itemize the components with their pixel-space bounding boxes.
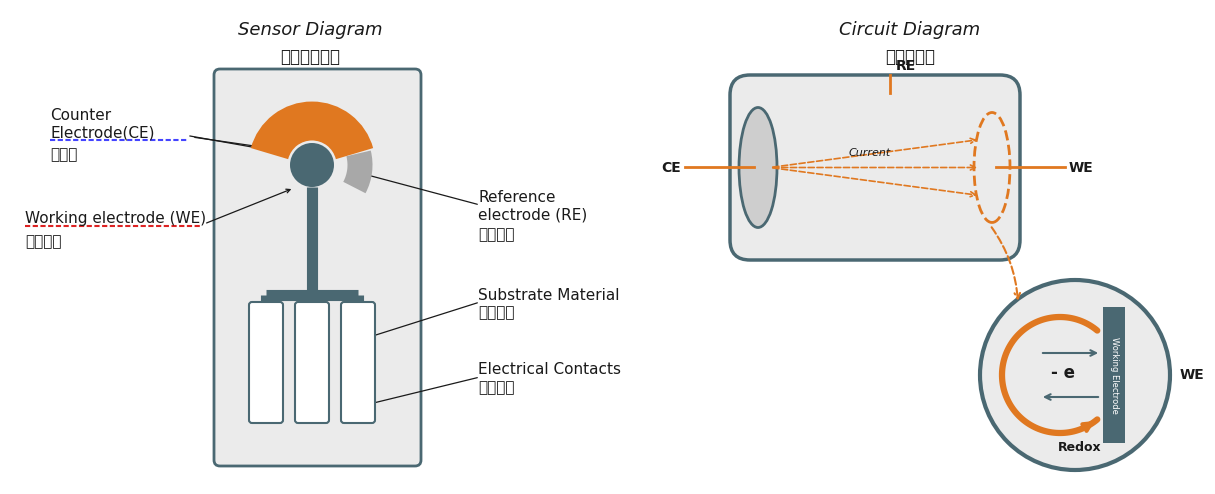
Text: Redox: Redox <box>1058 441 1102 453</box>
FancyBboxPatch shape <box>214 69 422 466</box>
Text: Sensor Diagram: Sensor Diagram <box>238 21 383 39</box>
FancyBboxPatch shape <box>341 302 375 423</box>
Text: 电路原理图: 电路原理图 <box>885 48 936 66</box>
Text: Electrical Contacts: Electrical Contacts <box>477 363 621 377</box>
Text: WE: WE <box>1069 161 1094 174</box>
Text: Current: Current <box>849 148 891 158</box>
Text: Counter: Counter <box>50 108 111 123</box>
Circle shape <box>290 143 334 187</box>
Text: CE: CE <box>661 161 680 174</box>
Text: Reference: Reference <box>477 191 555 206</box>
FancyBboxPatch shape <box>295 302 329 423</box>
Text: 工作电极: 工作电极 <box>26 235 62 249</box>
Text: electrode (RE): electrode (RE) <box>477 207 587 222</box>
Text: Working electrode (WE): Working electrode (WE) <box>26 210 207 225</box>
Text: Circuit Diagram: Circuit Diagram <box>840 21 981 39</box>
Text: 基底材料: 基底材料 <box>477 305 514 321</box>
Text: Substrate Material: Substrate Material <box>477 288 620 302</box>
Circle shape <box>981 280 1170 470</box>
Text: - e: - e <box>1051 364 1075 382</box>
Bar <box>1103 307 1125 443</box>
Text: WE: WE <box>1180 368 1205 382</box>
Text: 传感器原理图: 传感器原理图 <box>279 48 340 66</box>
FancyBboxPatch shape <box>730 75 1021 260</box>
Text: Working Electrode: Working Electrode <box>1109 336 1119 413</box>
Text: 电气触点: 电气触点 <box>477 380 514 396</box>
Text: Electrode(CE): Electrode(CE) <box>50 125 154 140</box>
Text: RE: RE <box>895 59 916 73</box>
FancyBboxPatch shape <box>249 302 283 423</box>
Ellipse shape <box>739 108 778 228</box>
Text: 参比电极: 参比电极 <box>477 228 514 243</box>
Text: 对电极: 对电极 <box>50 148 78 163</box>
